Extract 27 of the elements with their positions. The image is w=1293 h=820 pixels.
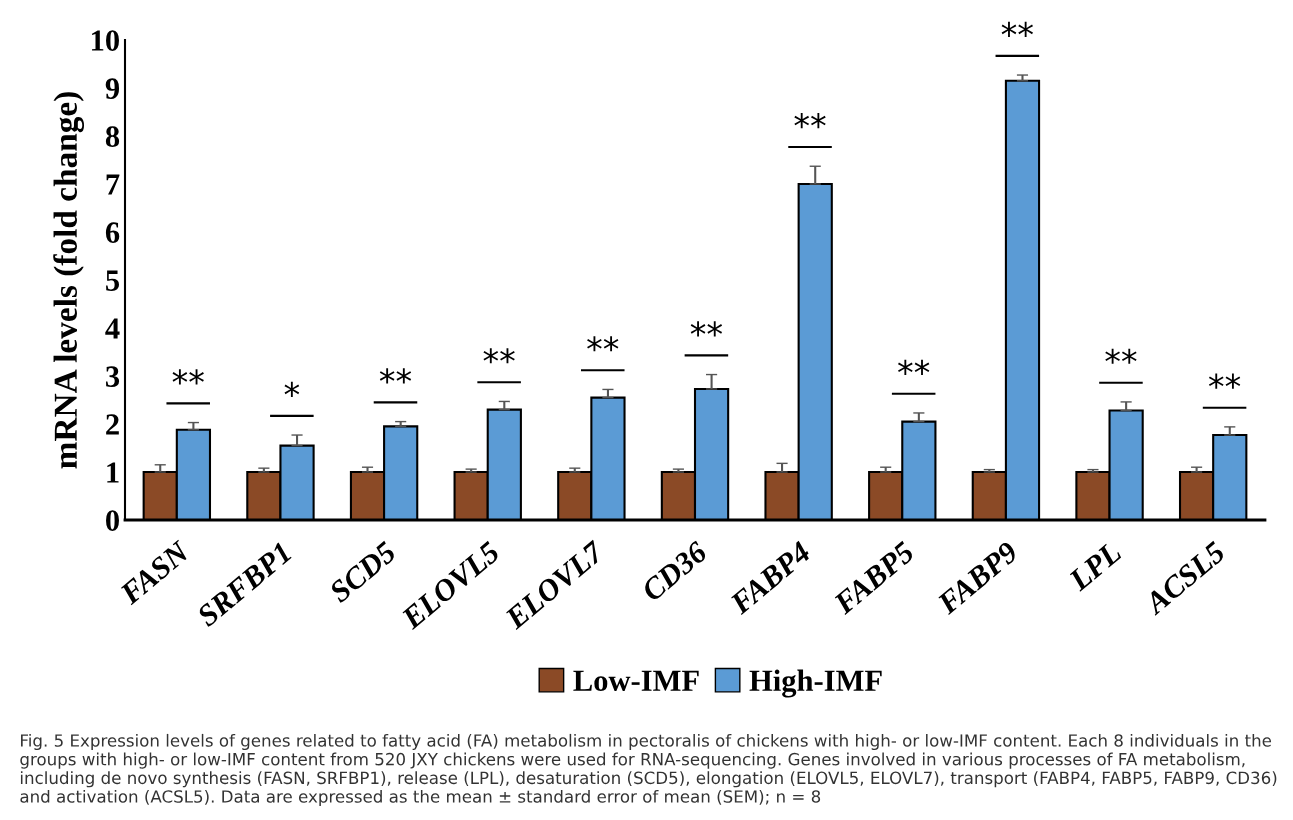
annotation: ** (172, 369, 204, 385)
annotation: ** (379, 368, 412, 384)
annotation: * (284, 381, 300, 397)
annotation: ** (898, 359, 930, 375)
annotation: ** (1208, 373, 1241, 389)
annotation: ** (690, 321, 723, 337)
legend-label: High-IMF (749, 669, 882, 698)
annotation: ** (483, 348, 515, 364)
y-tick-label: 3 (106, 366, 120, 387)
x-tick-label: LPL (1067, 541, 1123, 592)
y-axis-title: mRNA levels (fold change) (53, 92, 85, 469)
text: ** (1001, 21, 1033, 37)
annotation: ** (587, 336, 619, 352)
y-tick-label: 1 (107, 462, 119, 483)
y-tick-label: 2 (106, 414, 119, 435)
annotation: ** (794, 112, 826, 129)
y-tick-label: 5 (106, 270, 120, 291)
caption: Fig. 5 Expression levels of genes related to fatty acid (FA) metabolism in pectoralis of chickens with high- or low-IMF content. Each 8 individuals in the groups with high- or low-IMF content from 520 JXY chickens were used for RNA-sequencing. Genes involved in various processes of FA metabolism, including de novo synthesis (FASN, SRFBP1), release (LPL), desaturation (SCD5), elongation (ELOVL5, ELOVL7), transport (FABP4, FABP5, FABP9, CD36) and activation (ACSL5). Data are expressed as the mean ± standard error of mean (SEM); n = 8 (20, 733, 1277, 807)
y-tick-label: 10 (92, 30, 119, 51)
y-tick-label: 7 (106, 174, 120, 195)
y-tick-label: 8 (105, 126, 120, 147)
legend-label: Low-IMF (573, 670, 699, 692)
y-tick-label: 6 (105, 222, 120, 243)
y-tick-label: 4 (105, 318, 120, 339)
y-tick-label: 9 (105, 78, 120, 99)
y-tick-label: 0 (106, 510, 119, 531)
annotation: ** (1105, 348, 1137, 364)
